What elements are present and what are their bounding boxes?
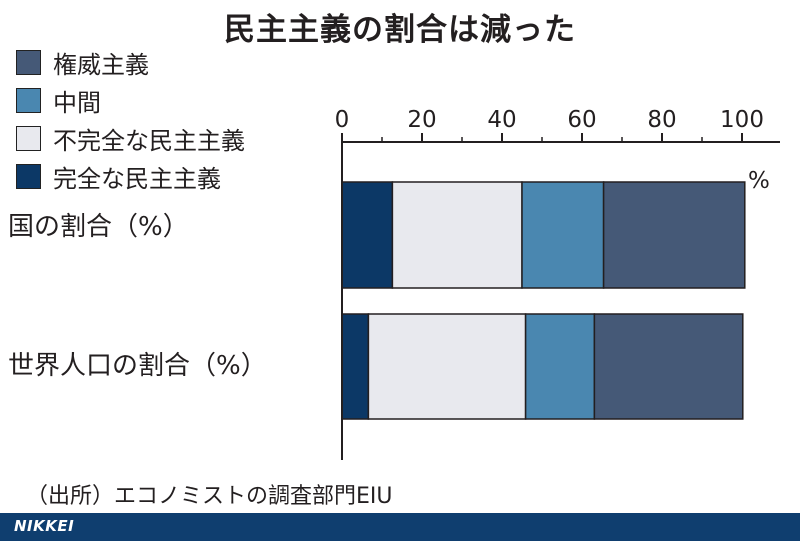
bar-segment-full-democracy-countries	[341, 181, 394, 289]
legend-swatch-authoritarian	[16, 49, 41, 75]
chart-title: 民主主義の割合は減った	[224, 12, 576, 48]
bar-segment-hybrid-population	[524, 313, 596, 420]
legend-swatch-hybrid	[16, 87, 41, 113]
x-tick-label: 40	[487, 107, 516, 133]
legend-item-flawed-democracy: 不完全な民主主義	[16, 119, 245, 157]
x-tick-label: 0	[335, 107, 350, 133]
legend: 権威主義 中間 不完全な民主主義 完全な民主主義	[16, 43, 245, 195]
legend-item-authoritarian: 権威主義	[16, 43, 245, 81]
bar-segment-authoritarian-countries	[602, 181, 746, 289]
legend-label-hybrid: 中間	[53, 88, 101, 117]
legend-label-full-democracy: 完全な民主主義	[53, 164, 221, 193]
unit-label: %	[748, 168, 770, 194]
x-tick-label: 100	[720, 107, 764, 133]
legend-label-authoritarian: 権威主義	[53, 50, 149, 79]
x-axis-ticks: 0 20 40 60 80 100	[335, 107, 780, 143]
legend-swatch-full-democracy	[16, 163, 41, 189]
legend-item-full-democracy: 完全な民主主義	[16, 157, 245, 195]
legend-swatch-flawed-democracy	[16, 125, 41, 151]
bar-segment-hybrid-countries	[521, 181, 605, 289]
row-label-population: 世界人口の割合（%）	[8, 351, 267, 381]
legend-label-flawed-democracy: 不完全な民主主義	[53, 126, 245, 155]
nikkei-logo: NIKKEI	[14, 517, 75, 535]
x-tick-label: 60	[567, 107, 596, 133]
row-label-countries: 国の割合（%）	[8, 212, 189, 242]
bar-stacks	[341, 181, 746, 420]
bar-segment-flawed-democracy-population	[367, 313, 527, 420]
x-tick-label: 80	[647, 107, 676, 133]
legend-item-hybrid: 中間	[16, 81, 245, 119]
bar-segment-full-democracy-population	[341, 313, 370, 420]
source-note: （出所）エコノミストの調査部門EIU	[26, 484, 393, 509]
footer-bar: NIKKEI	[0, 513, 800, 541]
bar-segment-flawed-democracy-countries	[391, 181, 523, 289]
bar-segment-authoritarian-population	[593, 313, 744, 420]
x-tick-label: 20	[407, 107, 436, 133]
